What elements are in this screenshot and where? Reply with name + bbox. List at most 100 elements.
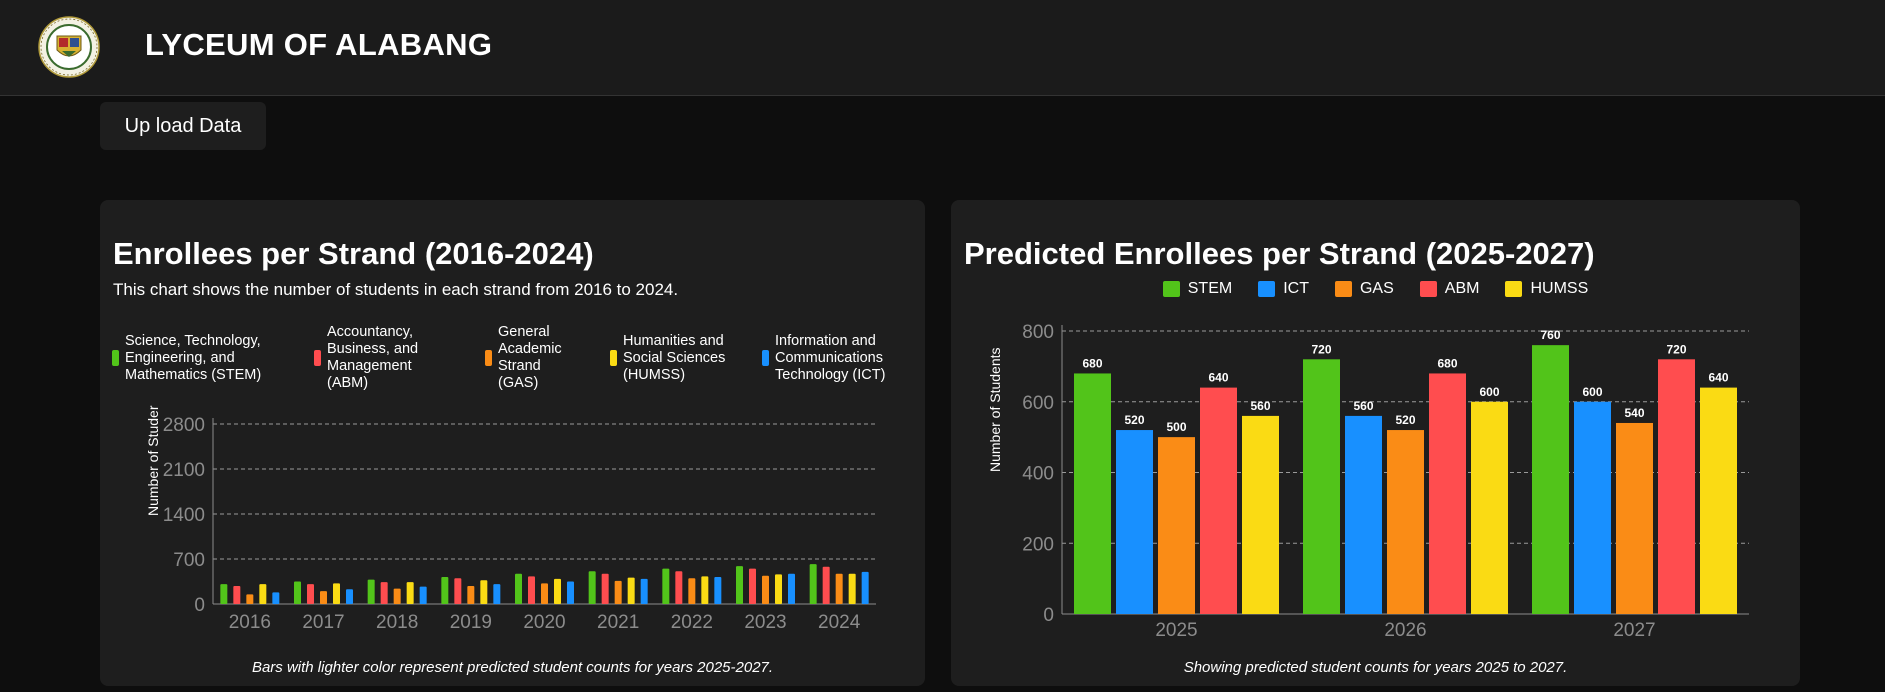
bar-2016-general-academic-strand- <box>246 594 254 604</box>
legend-swatch-abm <box>314 350 321 366</box>
x-tick-label: 2020 <box>523 612 565 633</box>
bar-2026-humss <box>1471 401 1508 614</box>
y-tick-label: 2800 <box>163 415 205 436</box>
bar-2021-science-technology-engin <box>588 571 596 604</box>
bar-2019-information-and-communic <box>493 584 501 604</box>
legend-swatch-ict <box>762 350 769 366</box>
legend-item-ict[interactable]: Information and Communications Technolog… <box>762 323 922 393</box>
bar-2024-information-and-communic <box>861 571 869 604</box>
legend-item-gas[interactable]: General Academic Strand (GAS) <box>485 323 580 393</box>
bar-2023-information-and-communic <box>788 573 795 604</box>
predicted-legend: STEM ICT GAS ABM HUMSS <box>951 280 1800 298</box>
bar-2026-abm <box>1429 373 1466 614</box>
bar-2025-humss <box>1242 415 1279 614</box>
bar-2023-science-technology-engin <box>736 566 743 604</box>
bar-2023-accountancy-business-and <box>749 568 756 604</box>
legend-label-ict: Information and Communications Technolog… <box>775 332 886 383</box>
bar-2020-information-and-communic <box>567 581 574 604</box>
bar-2025-gas <box>1158 437 1195 614</box>
y-tick-label: 800 <box>1022 322 1054 343</box>
bar-2017-general-academic-strand- <box>320 591 327 604</box>
data-label: 500 <box>1166 420 1186 434</box>
top-bar: LYCEUM OF ALABANG <box>0 0 1885 96</box>
x-tick-label: 2023 <box>744 612 786 633</box>
bar-2020-humanities-and-social-sc <box>554 578 561 604</box>
historical-chart-note: Bars with lighter color represent predic… <box>251 659 774 676</box>
x-tick-label: 2022 <box>671 612 713 633</box>
bar-2018-science-technology-engin <box>367 579 375 604</box>
app-title: LYCEUM OF ALABANG <box>145 27 493 62</box>
x-tick-label: 2027 <box>1613 620 1655 641</box>
data-label: 600 <box>1582 385 1602 399</box>
x-tick-label: 2025 <box>1155 620 1197 641</box>
bar-2024-humanities-and-social-sc <box>848 573 856 604</box>
legend-item-ict[interactable]: ICT <box>1258 280 1309 298</box>
legend-item-humss[interactable]: HUMSS <box>1505 280 1588 298</box>
data-label: 600 <box>1479 385 1499 399</box>
x-tick-label: 2021 <box>597 612 639 633</box>
bar-2018-humanities-and-social-sc <box>406 582 414 604</box>
bar-2017-accountancy-business-and <box>307 584 314 604</box>
bar-2023-general-academic-strand- <box>762 575 769 604</box>
school-seal-logo[interactable] <box>38 16 100 78</box>
x-tick-label: 2016 <box>229 612 271 633</box>
data-label: 560 <box>1250 399 1270 413</box>
data-label: 640 <box>1208 371 1228 385</box>
bar-2016-science-technology-engin <box>220 584 228 604</box>
historical-bar-chart: 0 700 1400 2100 2800 2016 2017 2018 2019 2020 2021… <box>163 415 876 633</box>
y-tick-label: 2100 <box>163 460 205 481</box>
bar-2022-science-technology-engin <box>662 568 670 604</box>
x-tick-label: 2018 <box>376 612 418 633</box>
data-label: 680 <box>1082 356 1102 370</box>
bar-2027-stem <box>1532 345 1569 614</box>
bar-2027-ict <box>1574 401 1611 614</box>
data-label: 640 <box>1708 371 1728 385</box>
legend-item-abm[interactable]: ABM <box>1419 280 1480 298</box>
predicted-chart-title: Predicted Enrollees per Strand (2025-202… <box>964 236 1595 271</box>
legend-swatch-ict <box>1258 281 1276 297</box>
x-tick-label: 2024 <box>818 612 861 633</box>
bar-2022-humanities-and-social-sc <box>701 576 709 604</box>
bar-2017-information-and-communic <box>346 589 353 604</box>
bar-2027-abm <box>1658 359 1695 614</box>
bar-2025-ict <box>1116 430 1153 614</box>
y-tick-label: 0 <box>194 595 205 616</box>
legend-label-humss: Humanities and Social Sciences (HUMSS) <box>623 332 726 383</box>
bar-2019-science-technology-engin <box>441 577 449 604</box>
data-label: 720 <box>1311 342 1331 356</box>
historical-chart-title: Enrollees per Strand (2016-2024) <box>113 236 594 271</box>
data-label: 720 <box>1666 342 1686 356</box>
y-tick-label: 1400 <box>163 505 205 526</box>
bar-2021-accountancy-business-and <box>601 573 609 604</box>
legend-item-humss[interactable]: Humanities and Social Sciences (HUMSS) <box>610 323 740 393</box>
bar-2026-gas <box>1387 430 1424 614</box>
bar-2023-humanities-and-social-sc <box>775 574 782 604</box>
legend-item-abm[interactable]: Accountancy, Business, and Management (A… <box>314 323 429 393</box>
bar-2020-science-technology-engin <box>515 573 522 604</box>
y-tick-label: 700 <box>173 550 205 571</box>
x-tick-label: 2026 <box>1384 620 1426 641</box>
predicted-chart-card: Predicted Enrollees per Strand (2025-202… <box>951 200 1800 686</box>
data-label: 520 <box>1395 413 1415 427</box>
legend-item-stem[interactable]: STEM <box>1162 280 1232 298</box>
bar-2021-general-academic-strand- <box>614 580 622 604</box>
historical-chart-card: Enrollees per Strand (2016-2024) This ch… <box>100 200 925 686</box>
bar-2025-abm <box>1200 387 1237 614</box>
x-tick-label: 2017 <box>302 612 344 633</box>
legend-item-stem[interactable]: Science, Technology, Engineering, and Ma… <box>112 323 282 393</box>
bar-2016-accountancy-business-and <box>233 586 241 604</box>
bar-2016-humanities-and-social-sc <box>259 584 267 604</box>
data-label: 520 <box>1124 413 1144 427</box>
bar-2018-information-and-communic <box>419 586 427 604</box>
bar-2025-stem <box>1074 373 1111 614</box>
bar-2018-general-academic-strand- <box>393 588 401 604</box>
legend-swatch-gas <box>485 350 492 366</box>
legend-swatch-stem <box>1162 281 1180 297</box>
legend-item-gas[interactable]: GAS <box>1334 280 1394 298</box>
bar-2027-gas <box>1616 422 1653 614</box>
bar-2017-science-technology-engin <box>294 581 301 604</box>
data-label: 560 <box>1353 399 1373 413</box>
upload-data-button[interactable]: Up load Data <box>100 102 266 150</box>
y-tick-label: 400 <box>1022 464 1054 485</box>
legend-label-abm: ABM <box>1444 280 1480 297</box>
